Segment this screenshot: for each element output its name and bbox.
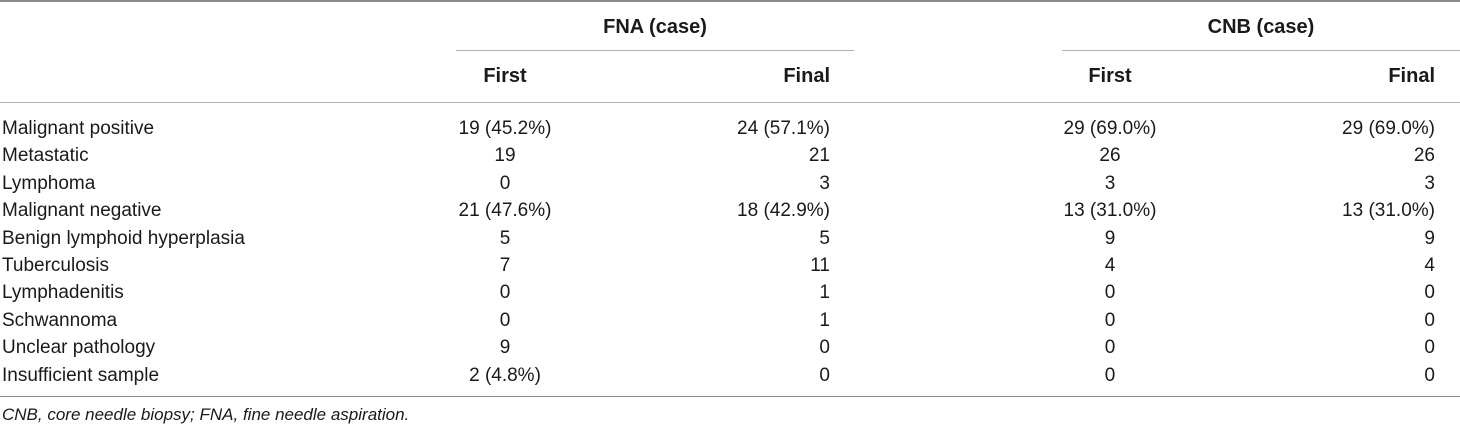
table-row: Benign lymphoid hyperplasia 5 5 9 9 bbox=[0, 225, 1460, 252]
row-label: Lymphoma bbox=[2, 172, 96, 194]
cnb-final-cell: 0 bbox=[1424, 337, 1435, 359]
cnb-first-header: First bbox=[1088, 65, 1132, 87]
fna-group-rule bbox=[456, 50, 854, 51]
row-label: Malignant negative bbox=[2, 200, 162, 222]
fna-first-cell: 9 bbox=[499, 337, 511, 359]
cnb-final-cell: 0 bbox=[1424, 282, 1435, 304]
table-row: Malignant positive 19 (45.2%) 24 (57.1%)… bbox=[0, 115, 1460, 142]
row-label: Tuberculosis bbox=[2, 254, 110, 276]
header-bottom-rule bbox=[0, 102, 1460, 103]
fna-final-cell: 21 bbox=[808, 145, 830, 167]
row-label: Insufficient sample bbox=[2, 364, 160, 386]
fna-final-cell: 18 (42.9%) bbox=[737, 200, 830, 222]
row-label: Metastatic bbox=[2, 145, 89, 167]
fna-first-cell: 2 (4.8%) bbox=[469, 364, 541, 386]
cnb-first-cell: 0 bbox=[1104, 364, 1116, 386]
cnb-final-cell: 9 bbox=[1424, 227, 1435, 249]
fna-final-cell: 11 bbox=[810, 254, 830, 276]
table-row: Insufficient sample 2 (4.8%) 0 0 0 bbox=[0, 362, 1460, 389]
fna-first-cell: 0 bbox=[499, 172, 511, 194]
table-footnote: CNB, core needle biopsy; FNA, fine needl… bbox=[2, 405, 410, 424]
row-label: Malignant positive bbox=[2, 118, 155, 139]
cnb-final-cell: 0 bbox=[1424, 309, 1435, 331]
cnb-first-cell: 0 bbox=[1104, 309, 1116, 331]
table-row: Malignant negative 21 (47.6%) 18 (42.9%)… bbox=[0, 197, 1460, 224]
fna-first-header: First bbox=[483, 65, 527, 87]
cnb-final-cell: 26 bbox=[1413, 145, 1435, 167]
cnb-first-cell: 0 bbox=[1104, 282, 1116, 304]
fna-final-cell: 0 bbox=[819, 337, 830, 359]
cnb-final-cell: 3 bbox=[1424, 172, 1435, 194]
table-row: Tuberculosis 7 11 4 4 bbox=[0, 252, 1460, 279]
row-label: Lymphadenitis bbox=[2, 282, 124, 304]
cnb-first-cell: 9 bbox=[1104, 227, 1116, 249]
cnb-final-cell: 29 (69.0%) bbox=[1342, 118, 1435, 139]
cnb-final-cell: 0 bbox=[1424, 364, 1435, 386]
fna-final-cell: 1 bbox=[819, 282, 830, 304]
fna-first-cell: 19 (45.2%) bbox=[458, 118, 552, 139]
cnb-final-cell: 4 bbox=[1424, 254, 1435, 276]
table-row: Metastatic 19 21 26 26 bbox=[0, 142, 1460, 169]
fna-final-cell: 24 (57.1%) bbox=[737, 118, 830, 139]
fna-first-cell: 0 bbox=[499, 309, 511, 331]
table-row: Lymphoma 0 3 3 3 bbox=[0, 170, 1460, 197]
cnb-first-cell: 29 (69.0%) bbox=[1063, 118, 1157, 139]
cnb-first-cell: 26 bbox=[1099, 145, 1121, 167]
cnb-group-header: CNB (case) bbox=[1207, 16, 1315, 38]
fna-first-cell: 21 (47.6%) bbox=[458, 200, 552, 222]
table-body: Malignant positive 19 (45.2%) 24 (57.1%)… bbox=[0, 115, 1460, 389]
fna-final-cell: 0 bbox=[819, 364, 830, 386]
cnb-first-cell: 4 bbox=[1104, 254, 1116, 276]
cnb-first-cell: 13 (31.0%) bbox=[1063, 200, 1157, 222]
table-row: Lymphadenitis 0 1 0 0 bbox=[0, 279, 1460, 306]
fna-final-cell: 1 bbox=[819, 309, 830, 331]
table-bottom-rule bbox=[0, 396, 1460, 397]
cnb-final-header: Final bbox=[1388, 65, 1435, 87]
fna-final-cell: 3 bbox=[819, 172, 830, 194]
cnb-first-cell: 3 bbox=[1104, 172, 1116, 194]
fna-group-header: FNA (case) bbox=[603, 16, 707, 38]
cnb-final-cell: 13 (31.0%) bbox=[1342, 200, 1435, 222]
fna-final-header: Final bbox=[783, 65, 830, 87]
row-label: Schwannoma bbox=[2, 309, 118, 331]
row-label: Benign lymphoid hyperplasia bbox=[2, 227, 245, 249]
fna-first-cell: 7 bbox=[499, 254, 511, 276]
cnb-group-rule bbox=[1062, 50, 1460, 51]
fna-first-cell: 0 bbox=[499, 282, 511, 304]
table-row: Unclear pathology 9 0 0 0 bbox=[0, 334, 1460, 361]
table-row: Schwannoma 0 1 0 0 bbox=[0, 307, 1460, 334]
fna-final-cell: 5 bbox=[819, 227, 830, 249]
fna-first-cell: 5 bbox=[499, 227, 511, 249]
table-top-rule bbox=[0, 0, 1460, 2]
fna-first-cell: 19 bbox=[494, 145, 516, 167]
row-label: Unclear pathology bbox=[2, 337, 156, 359]
cnb-first-cell: 0 bbox=[1104, 337, 1116, 359]
